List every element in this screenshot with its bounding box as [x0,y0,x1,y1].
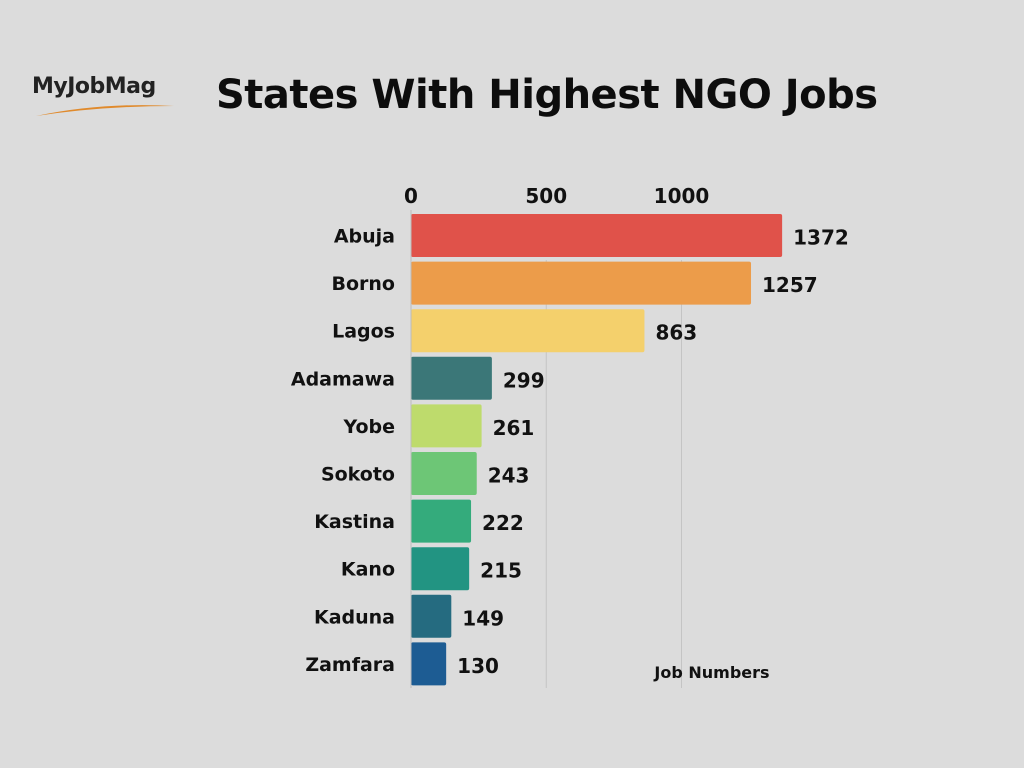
category-label: Borno [332,273,396,295]
x-axis-title: Job Numbers [653,663,769,682]
value-label: 299 [503,368,545,392]
category-label: Sokoto [321,464,395,486]
bar [411,309,645,353]
category-label: Kastina [314,511,395,533]
chart-title: States With Highest NGO Jobs [216,72,878,118]
value-label: 215 [480,559,522,583]
logo-text: MyJobMag [32,74,156,99]
value-label: 863 [655,321,697,345]
bar [411,499,472,543]
value-label: 261 [493,416,535,440]
category-label: Zamfara [305,654,395,676]
bar [411,356,492,400]
value-label: 1372 [793,226,849,250]
value-label: 149 [462,606,504,630]
value-label: 130 [457,654,499,678]
bar [411,594,452,638]
bar [411,642,447,686]
logo-swoosh-icon [36,105,174,116]
category-label: Yobe [342,416,395,438]
value-label: 1257 [762,273,818,297]
bar [411,214,783,257]
x-tick-label: 0 [404,184,418,208]
category-label: Kano [341,559,395,581]
bar [411,547,470,591]
bar [411,404,482,448]
logo: MyJobMag [32,70,182,130]
bar [411,261,752,305]
category-label: Lagos [332,321,395,343]
value-label: 222 [482,511,524,535]
x-tick-label: 1000 [654,184,710,208]
category-label: Kaduna [314,606,395,628]
category-label: Abuja [334,226,395,248]
category-label: Adamawa [291,368,395,390]
value-label: 243 [488,464,530,488]
bar [411,452,477,495]
x-tick-label: 500 [525,184,567,208]
